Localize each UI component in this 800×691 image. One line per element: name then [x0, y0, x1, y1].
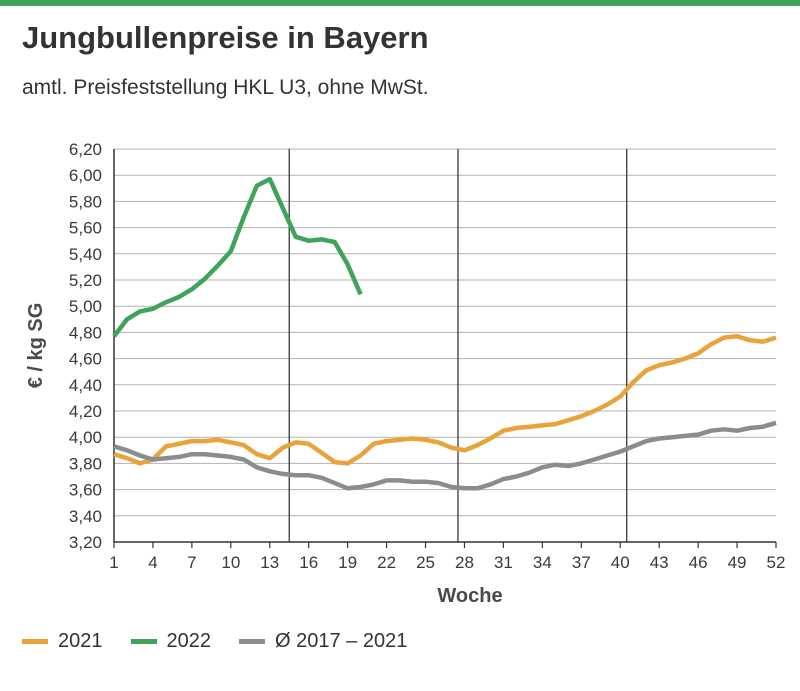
x-tick-label: 7: [187, 553, 196, 572]
y-tick-label: 6,20: [69, 140, 102, 159]
y-tick-label: 5,40: [69, 245, 102, 264]
y-tick-label: 4,40: [69, 376, 102, 395]
x-tick-label: 49: [728, 553, 747, 572]
x-tick-label: 52: [767, 553, 786, 572]
top-accent-bar: [0, 0, 800, 6]
x-tick-label: 46: [689, 553, 708, 572]
y-tick-label: 4,00: [69, 428, 102, 447]
x-tick-label: 40: [611, 553, 630, 572]
y-tick-label: 4,60: [69, 350, 102, 369]
x-tick-labels: 1 4 7 10 13 16 19 22 25 28 31 34 37 40 43 46 49 52: [109, 553, 785, 572]
legend-swatch-average: [239, 638, 265, 644]
y-tick-label: 5,00: [69, 297, 102, 316]
x-tick-label: 34: [533, 553, 552, 572]
y-tick-label: 3,20: [69, 533, 102, 552]
x-tick-label: 31: [494, 553, 513, 572]
series-line-2: [113, 420, 777, 491]
legend-swatch-2021: [22, 638, 48, 644]
y-tick-label: 4,20: [69, 402, 102, 421]
x-tick-label: 22: [377, 553, 396, 572]
series-line-0: [113, 334, 777, 466]
y-tick-label: 3,80: [69, 454, 102, 473]
y-tick-label: 3,40: [69, 507, 102, 526]
x-tick-label: 25: [416, 553, 435, 572]
axes: [113, 149, 777, 548]
y-tick-label: 6,00: [69, 166, 102, 185]
legend-item-average: Ø 2017 – 2021: [239, 630, 407, 653]
chart-legend: 2021 2022 Ø 2017 – 2021: [22, 628, 435, 654]
x-tick-label: 10: [221, 553, 240, 572]
y-tick-labels: 3,20 3,40 3,60 3,80 4,00 4,20 4,40 4,60 4,80 5,00…: [69, 140, 102, 552]
series-lines: [112, 176, 777, 491]
legend-label-2022: 2022: [166, 629, 212, 652]
chart-subtitle: amtl. Preisfeststellung HKL U3, ohne MwS…: [22, 76, 429, 99]
legend-item-2022: 2022: [130, 629, 212, 653]
y-tick-label: 5,60: [69, 219, 102, 238]
y-tick-label: 4,80: [69, 323, 102, 342]
legend-item-2021: 2021: [22, 630, 103, 653]
x-tick-label: 4: [148, 553, 157, 572]
series-line-1: [112, 176, 363, 338]
y-axis-label: € / kg SG: [25, 303, 47, 389]
x-tick-label: 13: [260, 553, 279, 572]
chart-title: Jungbullenpreise in Bayern: [22, 20, 429, 55]
x-axis-label: Woche: [437, 585, 502, 607]
x-tick-label: 43: [650, 553, 669, 572]
x-tick-label: 28: [455, 553, 474, 572]
x-tick-label: 16: [299, 553, 318, 572]
x-tick-label: 19: [338, 553, 357, 572]
x-tick-label: 1: [109, 553, 118, 572]
legend-label-average: Ø 2017 – 2021: [275, 629, 408, 652]
gridlines: [114, 148, 776, 542]
y-tick-label: 5,80: [69, 192, 102, 211]
y-tick-label: 5,20: [69, 271, 102, 290]
legend-swatch-2022: [130, 638, 157, 644]
legend-label-2021: 2021: [58, 629, 103, 652]
y-tick-label: 3,60: [69, 481, 102, 500]
x-tick-label: 37: [572, 553, 591, 572]
